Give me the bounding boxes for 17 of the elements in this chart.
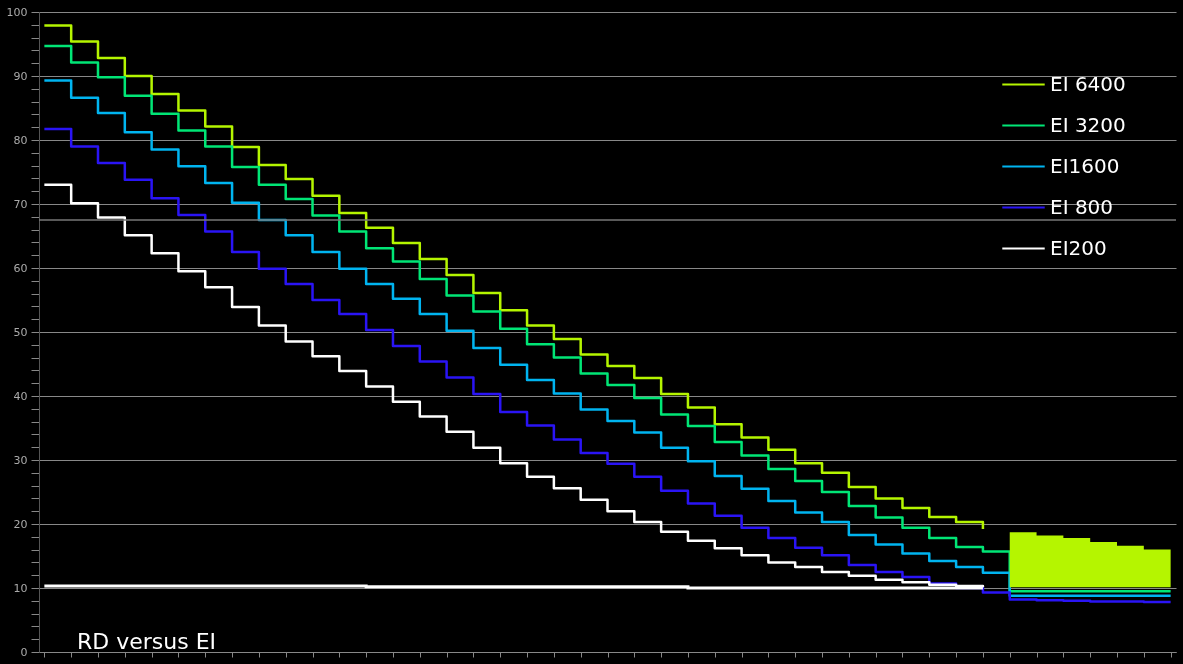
y-tick-label: 80 (13, 133, 28, 147)
y-tick-label: 30 (13, 453, 28, 467)
legend-label: EI1600 (1050, 153, 1120, 178)
y-tick-label: 100 (6, 5, 28, 19)
legend-label: EI 800 (1050, 194, 1114, 219)
y-tick-label: 90 (13, 69, 28, 83)
legend-label: EI 3200 (1050, 112, 1126, 137)
y-tick-label: 10 (13, 581, 28, 595)
y-tick-label: 20 (13, 517, 28, 531)
y-tick-label: 60 (13, 261, 28, 275)
legend-label: EI200 (1050, 235, 1107, 260)
y-tick-label: 50 (13, 325, 28, 339)
legend-label: EI 6400 (1050, 71, 1126, 96)
annotation: RD versus EI (77, 629, 217, 654)
y-tick-label: 0 (20, 645, 28, 659)
y-tick-label: 40 (13, 389, 28, 403)
y-tick-label: 70 (13, 197, 28, 211)
